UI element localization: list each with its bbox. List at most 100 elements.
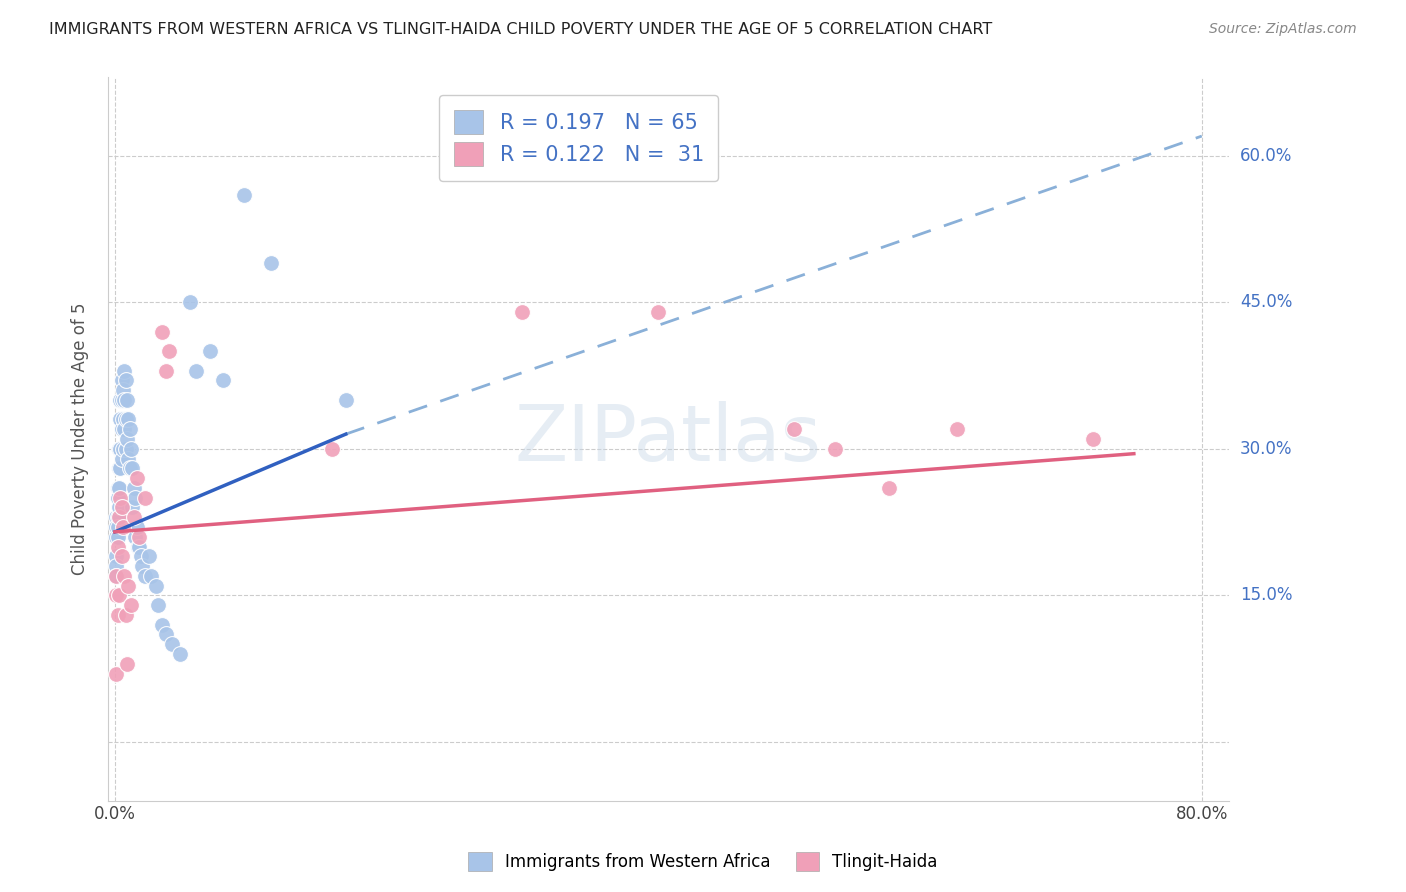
Y-axis label: Child Poverty Under the Age of 5: Child Poverty Under the Age of 5 <box>72 302 89 575</box>
Point <box>946 422 969 436</box>
Point <box>169 647 191 661</box>
Point <box>110 549 132 564</box>
Point <box>127 540 149 554</box>
Point <box>134 491 156 505</box>
Point <box>110 392 132 407</box>
Point <box>134 569 156 583</box>
Point <box>108 588 131 602</box>
Point <box>121 461 143 475</box>
Text: IMMIGRANTS FROM WESTERN AFRICA VS TLINGIT-HAIDA CHILD POVERTY UNDER THE AGE OF 5: IMMIGRANTS FROM WESTERN AFRICA VS TLINGI… <box>49 22 993 37</box>
Point <box>110 422 132 436</box>
Point <box>232 187 254 202</box>
Text: 60.0%: 60.0% <box>1240 146 1292 165</box>
Point <box>148 598 170 612</box>
Point <box>877 481 900 495</box>
Point <box>105 520 128 534</box>
Point <box>120 598 142 612</box>
Point <box>105 559 128 574</box>
Legend: Immigrants from Western Africa, Tlingit-Haida: Immigrants from Western Africa, Tlingit-… <box>460 843 946 880</box>
Point <box>128 540 150 554</box>
Point <box>212 373 235 387</box>
Point <box>1081 432 1104 446</box>
Text: 30.0%: 30.0% <box>1240 440 1292 458</box>
Point <box>120 442 142 456</box>
Point <box>125 471 148 485</box>
Point <box>110 491 132 505</box>
Point <box>179 295 201 310</box>
Point <box>112 422 135 436</box>
Point <box>107 540 129 554</box>
Point <box>783 422 806 436</box>
Point <box>107 520 129 534</box>
Point <box>141 569 163 583</box>
Point <box>198 344 221 359</box>
Point <box>114 412 136 426</box>
Point <box>131 559 153 574</box>
Point <box>824 442 846 456</box>
Point <box>157 344 180 359</box>
Point <box>150 617 173 632</box>
Point <box>108 510 131 524</box>
Text: 45.0%: 45.0% <box>1240 293 1292 311</box>
Point <box>124 530 146 544</box>
Point <box>335 392 357 407</box>
Point <box>155 363 177 377</box>
Point <box>114 607 136 622</box>
Point <box>512 305 534 319</box>
Point <box>118 422 141 436</box>
Point <box>122 510 145 524</box>
Point <box>105 666 128 681</box>
Point <box>110 442 132 456</box>
Point <box>128 530 150 544</box>
Point <box>114 442 136 456</box>
Point <box>124 491 146 505</box>
Point <box>110 392 132 407</box>
Point <box>115 392 138 407</box>
Point <box>111 442 134 456</box>
Point <box>186 363 208 377</box>
Text: ZIPatlas: ZIPatlas <box>515 401 823 477</box>
Point <box>117 412 139 426</box>
Point <box>111 412 134 426</box>
Point <box>129 549 152 564</box>
Point <box>110 461 132 475</box>
Point <box>155 627 177 641</box>
Point <box>112 569 135 583</box>
Legend: R = 0.197   N = 65, R = 0.122   N =  31: R = 0.197 N = 65, R = 0.122 N = 31 <box>439 95 718 181</box>
Point <box>321 442 343 456</box>
Point <box>117 579 139 593</box>
Point <box>122 481 145 495</box>
Point <box>108 500 131 515</box>
Point <box>111 383 134 397</box>
Point <box>110 412 132 426</box>
Point <box>108 481 131 495</box>
Point <box>107 491 129 505</box>
Point <box>110 373 132 387</box>
Point <box>105 510 128 524</box>
Point <box>107 510 129 524</box>
Point <box>105 569 128 583</box>
Point <box>108 461 131 475</box>
Point <box>121 500 143 515</box>
Point <box>260 256 283 270</box>
Point <box>105 569 128 583</box>
Point <box>150 325 173 339</box>
Point <box>108 442 131 456</box>
Point <box>107 607 129 622</box>
Text: 15.0%: 15.0% <box>1240 586 1292 605</box>
Point <box>118 461 141 475</box>
Point <box>138 549 160 564</box>
Point <box>110 451 132 466</box>
Point <box>105 549 128 564</box>
Point <box>112 392 135 407</box>
Point <box>145 579 167 593</box>
Point <box>647 305 669 319</box>
Text: Source: ZipAtlas.com: Source: ZipAtlas.com <box>1209 22 1357 37</box>
Point <box>160 637 183 651</box>
Point <box>107 530 129 544</box>
Point <box>105 530 128 544</box>
Point <box>110 500 132 515</box>
Point <box>105 588 128 602</box>
Point <box>117 451 139 466</box>
Point <box>112 363 135 377</box>
